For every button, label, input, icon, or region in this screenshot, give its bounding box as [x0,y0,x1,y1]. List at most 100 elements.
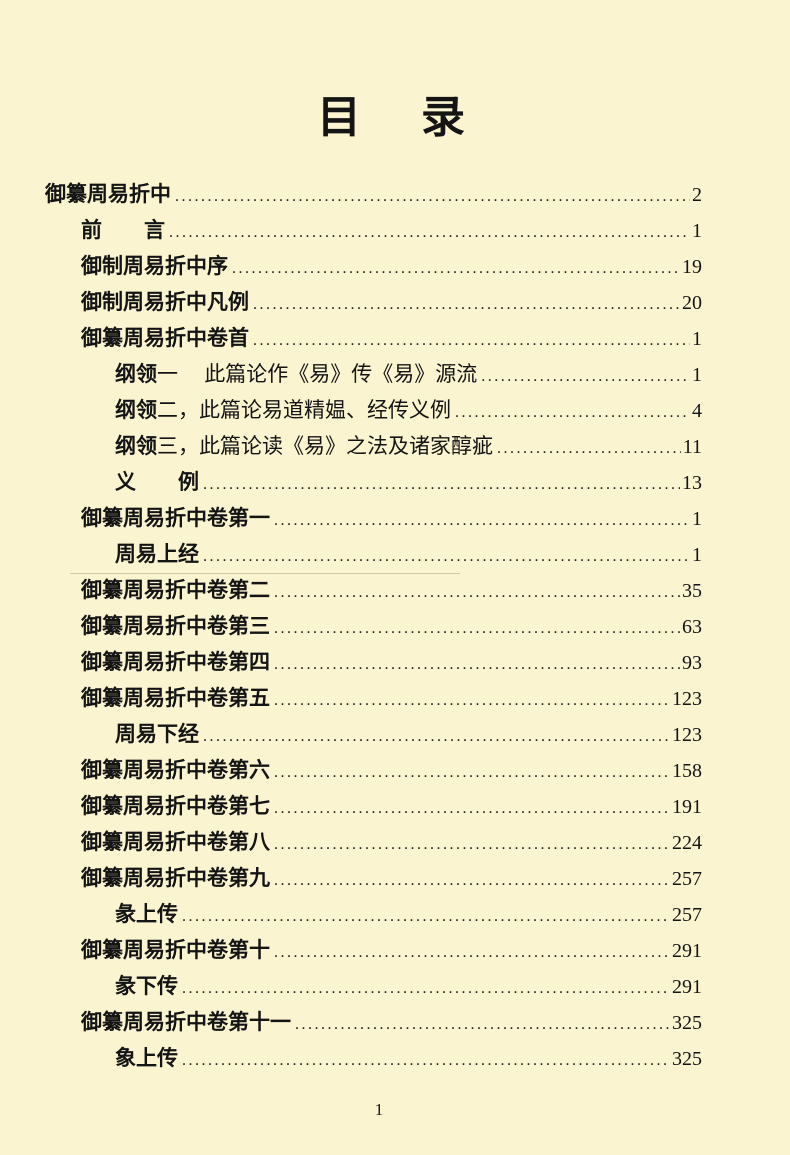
toc-entry: 纲领 二，此篇论易道精媪、经传义例 ......................… [0,392,790,428]
dot-leader: ........................................… [481,368,690,385]
toc-entry: 周易上经 ...................................… [0,536,790,572]
toc-entry: 前 言 ....................................… [0,212,790,248]
toc-entry-title: 御纂周易折中卷第五 [81,686,270,710]
toc-entry: 彖上传 ....................................… [0,896,790,932]
toc-entry-title: 御纂周易折中 [45,182,171,206]
toc-entry: 周易下经 ...................................… [0,716,790,752]
toc-entry-page: 158 [672,760,702,782]
toc-entry-page: 13 [682,472,702,494]
toc-entry: 御纂周易折中卷第一 ..............................… [0,500,790,536]
toc-entry-title: 彖下传 [115,974,178,998]
dot-leader: ........................................… [274,872,670,889]
toc-entry-page: 35 [682,580,702,602]
toc-entry-subtitle: 二，此篇论易道精媪、经传义例 [157,398,451,422]
toc-entry-title: 御纂周易折中卷第六 [81,758,270,782]
toc-entry-page: 20 [682,292,702,314]
toc-entry-page: 325 [672,1048,702,1070]
toc-entry-title: 前 言 [81,218,165,242]
dot-leader: ........................................… [182,980,670,997]
toc-entry: 御制周易折中序 ................................… [0,248,790,284]
toc-entry: 御纂周易折中卷第十一 .............................… [0,1004,790,1040]
toc-entry-title: 周易上经 [115,542,199,566]
toc-entry: 御纂周易折中卷第三 ..............................… [0,608,790,644]
dot-leader: ........................................… [274,836,670,853]
toc-entry-page: 191 [672,796,702,818]
dot-leader: ........................................… [253,296,680,313]
toc-entry-page: 257 [672,904,702,926]
dot-leader: ........................................… [274,512,690,529]
toc-entry: 彖下传 ....................................… [0,968,790,1004]
toc-entry-title: 彖上传 [115,902,178,926]
toc-entry-page: 1 [692,364,702,386]
toc-entry-page: 291 [672,976,702,998]
footer-page-number: 1 [374,1100,384,1119]
toc-entry-title: 纲领 [115,434,157,458]
toc-entry: 御纂周易折中卷第二 ..............................… [0,572,790,608]
toc-entry-page: 1 [692,328,702,350]
dot-leader: ........................................… [203,476,680,493]
toc-entry-page: 123 [672,724,702,746]
dot-leader: ........................................… [232,260,680,277]
toc-entry-title: 纲领 [115,362,157,386]
toc-entry-page: 93 [682,652,702,674]
toc-entry-page: 4 [692,400,702,422]
dot-leader: ........................................… [295,1016,670,1033]
toc-entry: 义 例 ....................................… [0,464,790,500]
dot-leader: ........................................… [274,584,680,601]
toc-list: 御纂周易折中 .................................… [0,176,790,1076]
toc-entry-title: 象上传 [115,1046,178,1070]
dot-leader: ........................................… [274,944,670,961]
toc-entry: 御纂周易折中卷第六 ..............................… [0,752,790,788]
toc-entry-title: 御纂周易折中卷首 [81,326,249,350]
dot-leader: ........................................… [203,728,670,745]
toc-entry-title: 御纂周易折中卷第一 [81,506,270,530]
toc-entry-page: 1 [692,220,702,242]
toc-entry-title: 御纂周易折中卷第四 [81,650,270,674]
toc-entry: 纲领 一 此篇论作《易》传《易》源流 .....................… [0,356,790,392]
toc-entry-title: 御纂周易折中卷第七 [81,794,270,818]
dot-leader: ........................................… [182,1052,670,1069]
toc-entry-page: 257 [672,868,702,890]
toc-entry: 御纂周易折中卷第四 ..............................… [0,644,790,680]
toc-entry-title: 御纂周易折中卷第二 [81,578,270,602]
toc-entry-page: 19 [682,256,702,278]
toc-entry: 象上传 ....................................… [0,1040,790,1076]
toc-entry: 纲领 三，此篇论读《易》之法及诸家醇疵 ....................… [0,428,790,464]
toc-entry: 御纂周易折中卷第九 ..............................… [0,860,790,896]
toc-entry-page: 224 [672,832,702,854]
toc-entry: 御纂周易折中卷首 ...............................… [0,320,790,356]
toc-entry: 御纂周易折中 .................................… [0,176,790,212]
dot-leader: ........................................… [274,620,680,637]
dot-leader: ........................................… [203,548,690,565]
toc-entry: 御纂周易折中卷第十 ..............................… [0,932,790,968]
toc-entry-page: 2 [692,184,702,206]
toc-entry: 御纂周易折中卷第八 ..............................… [0,824,790,860]
toc-entry-title: 义 例 [115,470,199,494]
toc-entry: 御纂周易折中卷第五 ..............................… [0,680,790,716]
toc-entry-title: 御纂周易折中卷第十一 [81,1010,291,1034]
toc-entry-page: 1 [692,508,702,530]
dot-leader: ........................................… [274,656,680,673]
toc-entry-title: 御制周易折中序 [81,254,228,278]
toc-entry-title: 御纂周易折中卷第十 [81,938,270,962]
toc-entry-title: 纲领 [115,398,157,422]
toc-entry-page: 325 [672,1012,702,1034]
toc-entry-page: 1 [692,544,702,566]
toc-entry-title: 御制周易折中凡例 [81,290,249,314]
dot-leader: ........................................… [182,908,670,925]
dot-leader: ........................................… [455,404,690,421]
toc-entry-subtitle: 三，此篇论读《易》之法及诸家醇疵 [157,434,493,458]
toc-entry-page: 63 [682,616,702,638]
scan-artifact-line [70,573,460,574]
dot-leader: ........................................… [169,224,690,241]
dot-leader: ........................................… [274,800,670,817]
toc-entry-title: 御纂周易折中卷第九 [81,866,270,890]
toc-entry: 御纂周易折中卷第七 ..............................… [0,788,790,824]
dot-leader: ........................................… [175,188,690,205]
toc-entry-page: 291 [672,940,702,962]
toc-entry: 御制周易折中凡例 ...............................… [0,284,790,320]
dot-leader: ........................................… [497,440,681,457]
toc-entry-page: 123 [672,688,702,710]
toc-entry-subtitle: 一 此篇论作《易》传《易》源流 [157,362,478,386]
